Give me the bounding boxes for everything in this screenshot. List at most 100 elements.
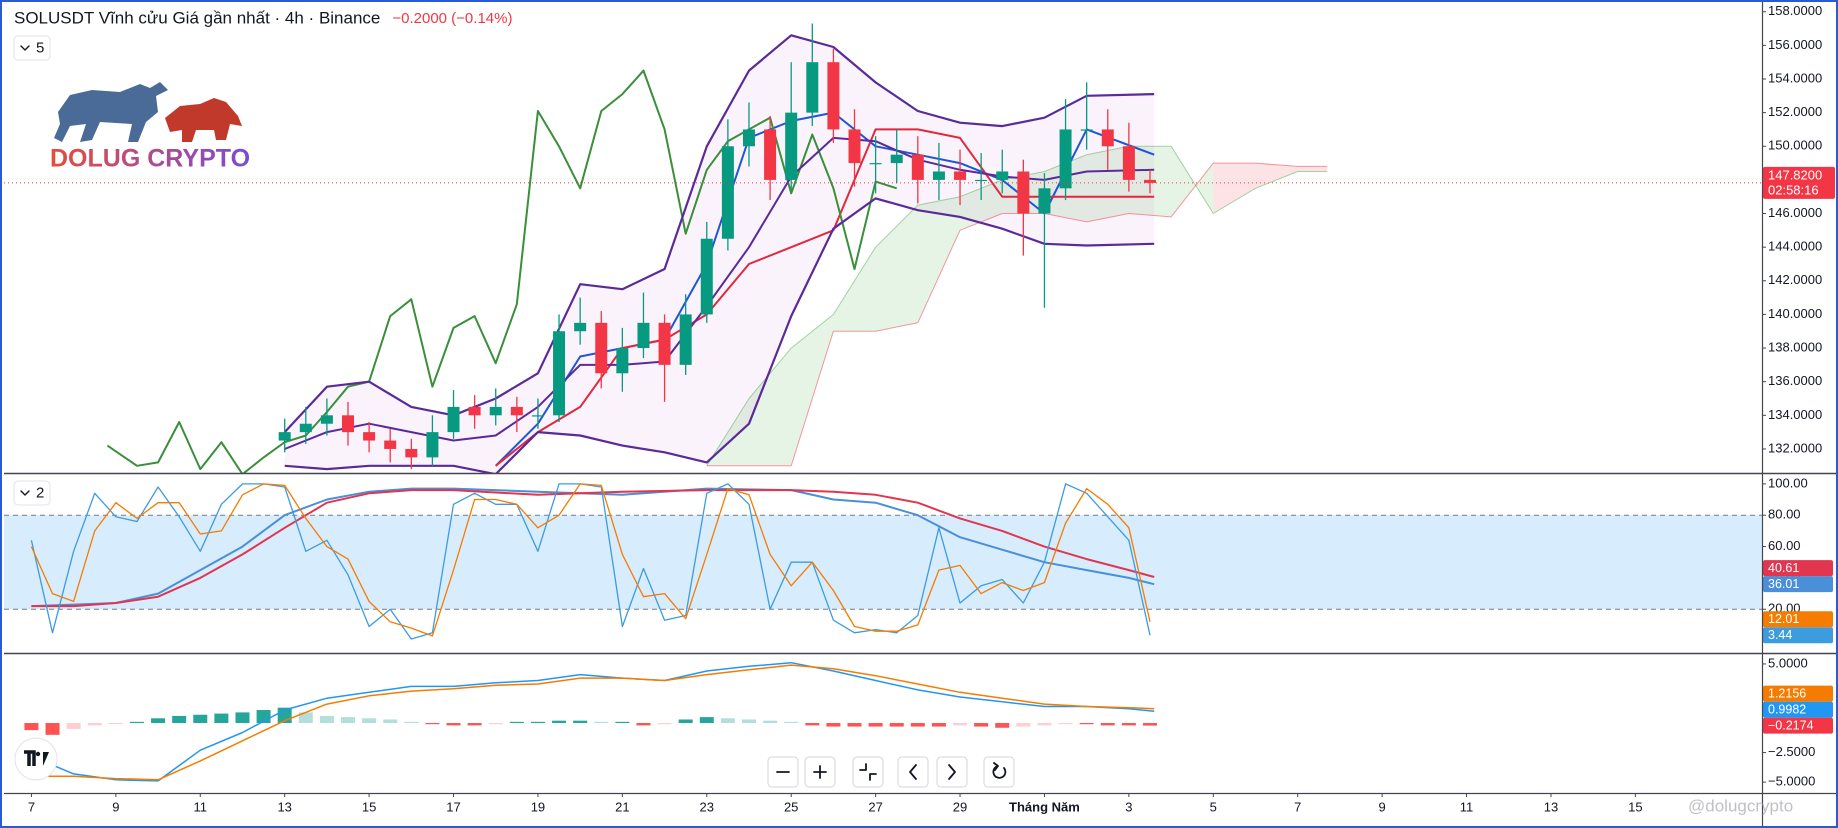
histogram-bar	[383, 719, 398, 724]
histogram-bar	[1037, 723, 1052, 726]
candle-body	[299, 423, 312, 433]
x-tick-label: 27	[868, 799, 882, 814]
stoch-line	[30, 483, 1151, 637]
candle-body	[616, 348, 629, 374]
last-value-box	[1763, 576, 1833, 593]
candle-body	[975, 179, 988, 182]
histogram-bar	[1016, 723, 1031, 727]
candle-body	[320, 415, 333, 424]
y-tick-label: 150.0000	[1768, 138, 1822, 153]
x-tick-label: 3	[1125, 799, 1132, 814]
x-tick-label: 23	[700, 799, 714, 814]
reset-button[interactable]	[852, 756, 884, 788]
cloud-segment	[960, 179, 1003, 231]
histogram-bar	[678, 719, 693, 724]
candle-body	[848, 129, 861, 164]
last-value-label: 3.44	[1768, 628, 1792, 642]
histogram-bar	[129, 721, 144, 724]
logo-circle[interactable]	[14, 737, 58, 781]
histogram-bar	[341, 717, 356, 724]
last-value-box	[1763, 717, 1833, 734]
candle-body	[827, 62, 840, 130]
scroll-left-button[interactable]	[897, 756, 929, 788]
last-value-box	[1763, 685, 1833, 702]
indicator-toggle[interactable]: 2	[13, 480, 51, 506]
histogram-bar	[868, 723, 883, 727]
histogram-bar	[467, 723, 482, 726]
histogram-bar	[235, 712, 250, 724]
histogram-bar	[974, 723, 989, 727]
x-tick-label: 17	[446, 799, 460, 814]
x-tick-label: 13	[277, 799, 291, 814]
candle-body	[489, 406, 502, 416]
candle-body	[468, 406, 481, 416]
histogram-bar	[66, 723, 81, 729]
histogram-bar	[1121, 723, 1136, 726]
logo-glyph	[35, 751, 41, 757]
last-value-label: 12.01	[1768, 612, 1799, 626]
candle-body	[637, 322, 650, 349]
last-price-label: 147.8200	[1768, 167, 1822, 182]
chevron	[20, 490, 30, 496]
last-value-label: 1.2156	[1768, 686, 1806, 700]
x-tick-label: 21	[615, 799, 629, 814]
band-upper	[283, 34, 1155, 433]
histogram-bar	[720, 718, 735, 724]
candle-body	[721, 146, 734, 239]
y-tick-label: 5.0000	[1768, 655, 1808, 670]
x-tick-label: 5	[1210, 799, 1217, 814]
candle-body	[1059, 129, 1072, 189]
indicator-line	[106, 69, 898, 473]
histogram-bar	[1079, 723, 1094, 725]
cloud-segment	[1255, 163, 1298, 189]
y-tick-label: 132.0000	[1768, 440, 1822, 455]
tv-logo[interactable]	[14, 737, 58, 781]
x-tick-label: 9	[1379, 799, 1386, 814]
cloud-segment	[833, 247, 876, 332]
candle-body	[1017, 171, 1030, 214]
x-tick-label: 11	[194, 799, 208, 814]
cloud-segment	[791, 314, 834, 466]
candle-body	[679, 314, 692, 365]
histogram-bar	[636, 723, 651, 726]
icon	[813, 765, 827, 779]
histogram-bar	[319, 715, 334, 724]
watermark: @dolugcrypto	[1688, 796, 1793, 815]
toggle-box[interactable]	[13, 35, 51, 61]
last-value-box	[1763, 627, 1833, 644]
candle-body	[363, 432, 376, 441]
histogram-bar	[362, 718, 377, 724]
cloud-segment	[749, 348, 792, 466]
logo-glyph	[24, 750, 36, 766]
histogram-bar	[910, 723, 925, 727]
candle-body	[742, 129, 755, 147]
histogram-bar	[1142, 723, 1157, 726]
cloud-segment	[917, 196, 960, 323]
candle-body	[658, 322, 671, 365]
y-tick-label: 144.0000	[1768, 239, 1822, 254]
histogram-bar	[1058, 723, 1073, 725]
scroll-right-button[interactable]	[936, 756, 968, 788]
candle-body	[869, 163, 882, 165]
toggle-box[interactable]	[13, 480, 51, 506]
y-tick-label: 136.0000	[1768, 373, 1822, 388]
price-pane	[4, 23, 1762, 473]
x-tick-label: 15	[362, 799, 376, 814]
refresh-button[interactable]	[983, 756, 1015, 788]
histogram-bar	[193, 714, 208, 724]
y-tick-label: 142.0000	[1768, 272, 1822, 287]
histogram-bar	[805, 723, 820, 726]
histogram-bar	[889, 723, 904, 727]
toggle-count: 5	[36, 39, 44, 56]
band-fill	[4, 515, 1762, 610]
candle-body	[1143, 179, 1156, 183]
histogram-bar	[552, 720, 567, 724]
candle-body	[426, 432, 439, 458]
cloud-segment	[1213, 163, 1256, 214]
cloud-segment	[1297, 166, 1328, 172]
x-tick-label: 7	[1294, 799, 1301, 814]
icon	[909, 764, 917, 780]
indicator-toggle[interactable]: 5	[13, 35, 51, 61]
x-tick-label: 11	[1460, 799, 1474, 814]
last-value-label: 40.61	[1768, 561, 1799, 575]
